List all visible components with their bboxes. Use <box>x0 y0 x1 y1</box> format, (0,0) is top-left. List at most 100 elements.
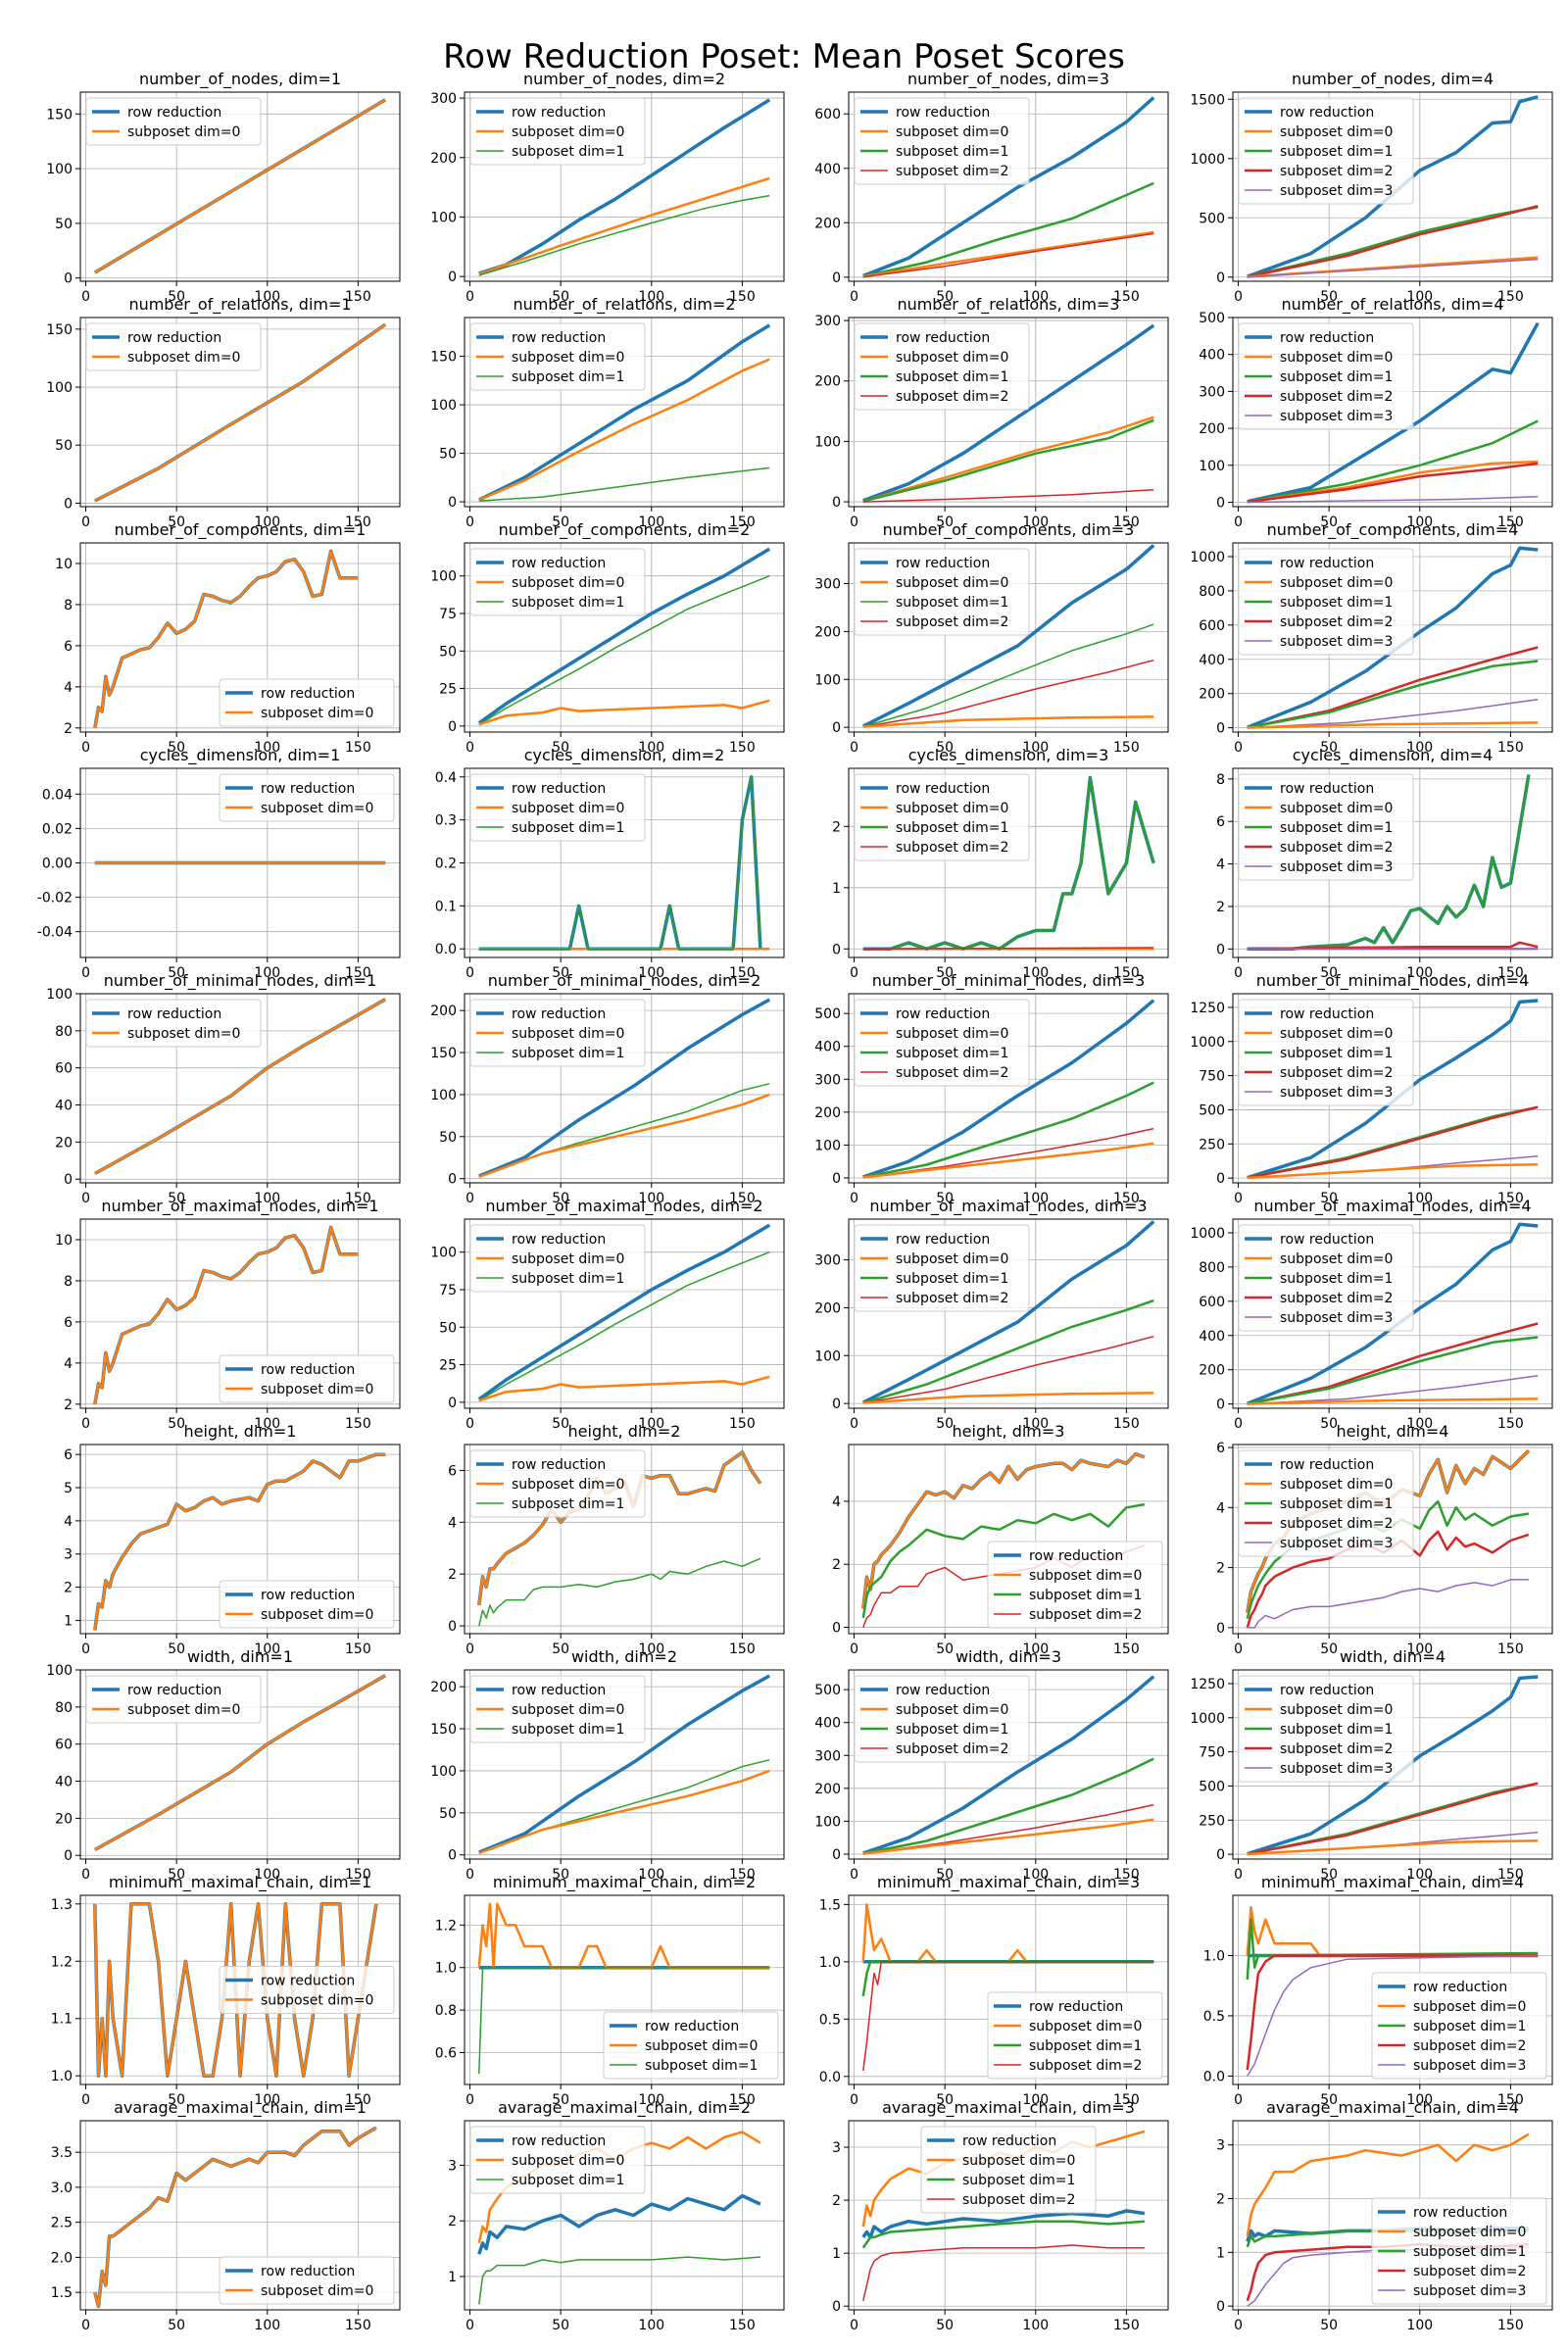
y-tick-label: 200 <box>430 151 457 167</box>
legend-entry: subposet dim=1 <box>512 595 624 611</box>
y-tick-label: 80 <box>55 1024 73 1040</box>
series-line <box>1247 258 1539 278</box>
legend-entry: row reduction <box>896 556 990 571</box>
legend: row reduction subposet dim=0 subposet dim=… <box>987 1991 1163 2080</box>
legend: row reduction subposet dim=0 subposet dim=… <box>987 1541 1163 1629</box>
series-line <box>1247 1675 1539 1856</box>
legend-entry: row reduction <box>512 1006 606 1022</box>
axes-frame <box>848 542 1169 733</box>
legend-entry: subposet dim=0 <box>261 706 373 721</box>
series-line <box>862 947 1154 951</box>
x-tick-label: 150 <box>729 740 756 756</box>
legend-entry: subposet dim=0 <box>896 801 1008 816</box>
x-tick-label: 0 <box>850 1642 858 1657</box>
x-tick-label: 0 <box>1234 514 1243 530</box>
subplot-30: width, dim=2 0 50 100 150 0 50 100 150 200 row red… <box>430 1647 785 1883</box>
y-tick-label: 1000 <box>1190 1226 1225 1242</box>
x-tick-label: 0 <box>466 2092 474 2108</box>
y-tick-label: 200 <box>1199 1363 1225 1379</box>
series-line <box>861 2220 1145 2249</box>
y-tick-label: 50 <box>55 438 73 454</box>
series-line <box>1247 1222 1539 1405</box>
axes-frame <box>1232 1218 1553 1409</box>
legend: row reduction subposet dim=0 subposet dim=… <box>1238 1224 1414 1332</box>
series-line <box>478 1557 761 1627</box>
y-tick-label: 500 <box>1199 1102 1225 1118</box>
series-line <box>862 1961 1154 2072</box>
series-group <box>478 98 771 276</box>
legend-frame <box>987 1991 1163 2080</box>
y-tick-label: 1.0 <box>819 1955 841 1971</box>
subplot-title: height, dim=3 <box>953 1422 1065 1441</box>
y-tick-label: 1.0 <box>1203 1948 1225 1964</box>
y-tick-label: 0 <box>64 1172 73 1188</box>
legend-entry: subposet dim=0 <box>1280 1702 1393 1718</box>
axes-frame <box>79 542 401 733</box>
x-tick-label: 150 <box>345 2092 371 2108</box>
y-tick-label: 60 <box>55 1061 73 1077</box>
y-tick-label: 50 <box>439 1130 457 1146</box>
y-tick-label: 8 <box>1216 772 1225 788</box>
x-tick-label: 150 <box>729 2318 756 2333</box>
x-tick-label: 100 <box>638 1867 664 1883</box>
legend-entry: row reduction <box>1280 1683 1374 1698</box>
legend: row reduction subposet dim=0 subposet dim=… <box>469 999 646 1067</box>
subplot-title: width, dim=2 <box>571 1647 677 1666</box>
x-tick-label: 100 <box>638 514 664 530</box>
legend-frame <box>603 2011 779 2080</box>
subplot-title: avarage_maximal_chain, dim=3 <box>882 2098 1135 2118</box>
subplot-title: number_of_components, dim=1 <box>115 520 367 540</box>
x-tick-label: 50 <box>936 1867 954 1883</box>
x-tick-label: 100 <box>1406 1867 1433 1883</box>
x-tick-label: 100 <box>1406 289 1433 305</box>
y-tick-label: 0.5 <box>819 2012 841 2028</box>
y-tick-label: 0 <box>1216 495 1225 511</box>
legend-entry: subposet dim=1 <box>512 1271 624 1287</box>
y-tick-label: 400 <box>814 162 841 177</box>
x-tick-label: 0 <box>1234 2318 1243 2333</box>
x-tick-label: 100 <box>254 2092 280 2108</box>
x-tick-label: 50 <box>1320 1416 1338 1432</box>
subplot-2: number_of_nodes, dim=2 0 50 100 150 0 100 200 30… <box>430 70 785 305</box>
legend-entry: subposet dim=3 <box>1280 1536 1393 1551</box>
legend-entry: row reduction <box>261 1974 355 1989</box>
legend-entry: subposet dim=3 <box>1280 1310 1393 1326</box>
x-tick-label: 150 <box>729 2092 756 2108</box>
x-tick-label: 100 <box>254 1191 280 1206</box>
y-tick-label: 300 <box>1199 384 1225 400</box>
y-tick-label: 2 <box>448 1567 457 1583</box>
series-line <box>1247 1397 1539 1405</box>
subplot-title: number_of_relations, dim=2 <box>513 295 735 315</box>
series-line <box>862 1675 1155 1855</box>
series-line <box>477 2193 761 2255</box>
x-tick-label: 0 <box>81 2092 90 2108</box>
y-tick-label: 2 <box>64 1581 73 1596</box>
axes-frame <box>79 1444 401 1635</box>
legend-entry: subposet dim=1 <box>1280 1722 1393 1738</box>
legend-entry: subposet dim=0 <box>1029 2019 1142 2034</box>
x-tick-label: 150 <box>1113 2318 1140 2333</box>
series-line <box>862 1818 1154 1855</box>
x-tick-label: 150 <box>729 1191 756 1206</box>
x-tick-label: 50 <box>936 2092 954 2108</box>
series-line <box>862 488 1154 503</box>
x-tick-label: 50 <box>168 1642 185 1657</box>
series-line <box>1247 1838 1539 1856</box>
x-tick-label: 100 <box>254 965 280 981</box>
x-tick-label: 150 <box>1497 1191 1524 1206</box>
series-line <box>862 544 1155 728</box>
legend-entry: subposet dim=1 <box>896 1046 1008 1061</box>
y-tick-label: 4 <box>832 1494 841 1510</box>
subplot-13: cycles_dimension, dim=1 0 50 100 150 -0.04 -0.… <box>37 746 401 981</box>
y-tick-label: 1250 <box>1190 1677 1225 1692</box>
y-tick-label: 1.5 <box>51 2285 73 2301</box>
subplot-23: number_of_maximal_nodes, dim=3 0 50 100 150 0… <box>814 1197 1169 1432</box>
series-line <box>1247 1375 1539 1405</box>
legend-frame <box>469 548 646 616</box>
x-tick-label: 100 <box>638 289 664 305</box>
x-tick-label: 0 <box>466 1191 474 1206</box>
legend: row reduction subposet dim=0 subposet dim=… <box>854 322 1030 411</box>
y-tick-label: 750 <box>1199 1069 1225 1085</box>
series-line <box>862 232 1154 278</box>
legend: row reduction subposet dim=0 subposet dim=… <box>469 322 646 391</box>
